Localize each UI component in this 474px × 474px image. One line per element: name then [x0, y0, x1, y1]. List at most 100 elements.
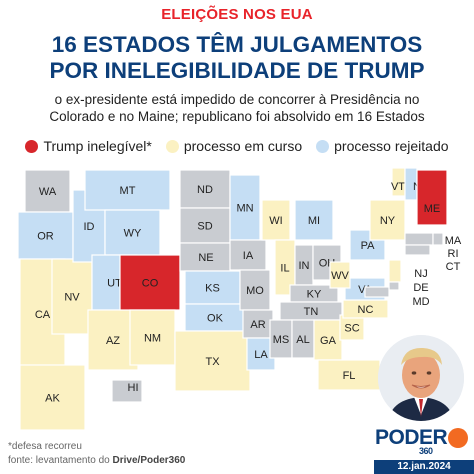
state-label-ga: GA: [320, 335, 337, 347]
state-label-ca: CA: [35, 309, 51, 321]
state-ny: [369, 199, 406, 241]
state-label-id: ID: [84, 221, 95, 233]
legend-swatch-pending: [165, 139, 179, 153]
legend-swatch-ineligible: [25, 139, 39, 153]
poder360-logo: PODER 360: [375, 426, 448, 456]
state-label-ri: RI: [448, 248, 459, 260]
state-label-ky: KY: [307, 289, 322, 301]
state-ak: [19, 364, 86, 431]
source-prefix: fonte: levantamento do: [8, 455, 113, 466]
state-label-nc: NC: [358, 304, 374, 316]
headline: 16 ESTADOS TÊM JULGAMENTOS POR INELEGIBI…: [0, 32, 474, 84]
footer-notes: *defesa recorreu fonte: levantamento do …: [8, 440, 185, 468]
state-wv: [329, 261, 351, 289]
state-ri: [432, 232, 444, 246]
state-label-wy: WY: [124, 228, 142, 240]
legend-label-pending: processo em curso: [183, 138, 303, 154]
state-sc: [339, 314, 365, 341]
state-label-la: LA: [254, 349, 268, 361]
state-wa: [24, 169, 71, 213]
state-label-mi: MI: [308, 215, 320, 227]
state-label-tx: TX: [205, 356, 220, 368]
logo-sun-icon: [448, 428, 468, 448]
state-label-ma: MA: [445, 235, 462, 247]
state-nj: [388, 259, 402, 283]
legend-label-rejected: processo rejeitado: [334, 138, 449, 154]
legend-item-ineligible: Trump inelegível*: [25, 138, 152, 154]
state-co: [119, 254, 181, 311]
state-mn: [229, 174, 261, 241]
portrait-illustration: [378, 335, 464, 421]
state-label-wv: WV: [331, 270, 349, 282]
state-hi: [111, 379, 143, 403]
logo-wordmark: PODER: [375, 426, 448, 449]
state-label-nm: NM: [144, 333, 161, 345]
state-label-wa: WA: [39, 186, 57, 198]
publish-date: 12.jan.2024: [374, 460, 474, 474]
state-wi: [261, 199, 291, 241]
state-sd: [179, 207, 231, 244]
state-label-mt: MT: [120, 185, 136, 197]
footnote: *defesa recorreu: [8, 441, 82, 452]
state-label-mo: MO: [246, 285, 264, 297]
headline-line-1: 16 ESTADOS TÊM JULGAMENTOS: [51, 32, 423, 57]
state-label-ks: KS: [205, 283, 220, 295]
state-label-ut: UT: [107, 278, 122, 290]
state-mi: [294, 199, 334, 241]
state-ct: [404, 244, 431, 256]
state-label-az: AZ: [106, 335, 120, 347]
state-label-il: IL: [280, 263, 289, 275]
state-mt: [84, 169, 171, 211]
legend-swatch-rejected: [316, 139, 330, 153]
state-label-me: ME: [424, 203, 441, 215]
subtitle-line-1: o ex-presidente está impedido de concorr…: [54, 92, 420, 107]
state-ma: [404, 232, 434, 246]
state-nm: [129, 309, 176, 366]
state-label-or: OR: [37, 231, 54, 243]
state-label-nd: ND: [197, 184, 213, 196]
state-label-wi: WI: [269, 215, 282, 227]
state-label-ct: CT: [446, 261, 461, 273]
state-md: [364, 286, 390, 298]
source-line: fonte: levantamento do Drive/Poder360: [8, 454, 185, 468]
state-ne: [179, 242, 233, 272]
state-label-mn: MN: [236, 203, 253, 215]
state-label-ne: NE: [198, 252, 213, 264]
state-label-md: MD: [412, 296, 429, 308]
state-label-ms: MS: [273, 334, 290, 346]
state-ks: [184, 270, 241, 305]
state-label-de: DE: [413, 282, 428, 294]
us-states-map: WA OR CA NV ID MT WY UT AZ CO NM ND SD NE KS OK TX MN IA MO…: [17, 167, 462, 431]
source-name: Drive/Poder360: [112, 455, 186, 466]
state-label-fl: FL: [343, 370, 356, 382]
logo-sub: 360: [419, 446, 433, 456]
state-label-pa: PA: [361, 240, 376, 252]
trump-portrait-image: [378, 335, 464, 421]
state-de: [388, 281, 400, 291]
state-label-ia: IA: [243, 250, 254, 262]
state-ga: [313, 319, 343, 361]
state-label-ny: NY: [380, 215, 396, 227]
state-label-nj: NJ: [414, 268, 427, 280]
subtitle: o ex-presidente está impedido de concorr…: [0, 91, 474, 125]
state-label-tn: TN: [304, 306, 319, 318]
state-label-ok: OK: [207, 313, 224, 325]
legend-item-rejected: processo rejeitado: [316, 138, 449, 154]
kicker: ELEIÇÕES NOS EUA: [161, 6, 313, 23]
state-label-hi: HI: [128, 382, 139, 394]
state-label-sd: SD: [197, 221, 212, 233]
state-label-in: IN: [299, 260, 310, 272]
legend-item-pending: processo em curso: [165, 138, 303, 154]
legend: Trump inelegível* processo em curso proc…: [0, 138, 474, 154]
state-me: [416, 169, 448, 226]
state-ar: [242, 309, 274, 339]
state-label-al: AL: [296, 334, 309, 346]
subtitle-line-2: Colorado e no Maine; republicano foi abs…: [49, 109, 425, 124]
state-label-sc: SC: [344, 323, 359, 335]
state-mo: [239, 269, 271, 311]
state-label-nv: NV: [64, 292, 80, 304]
state-ok: [184, 303, 246, 332]
state-label-ak: AK: [45, 393, 60, 405]
state-label-ar: AR: [250, 319, 265, 331]
state-label-co: CO: [142, 278, 159, 290]
